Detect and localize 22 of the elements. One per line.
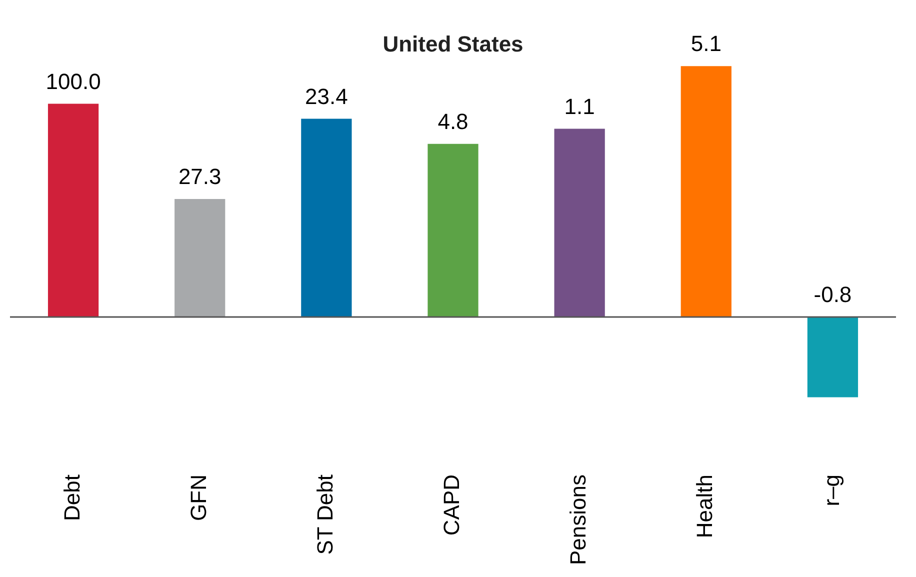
annotation: 1.1 [564, 94, 595, 119]
x-tick-label: GFN [186, 474, 211, 521]
annotation: 100.0 [46, 68, 101, 94]
annotation: 4.8 [438, 108, 468, 134]
bar [48, 104, 99, 317]
bar [554, 128, 605, 317]
x-tick-label: Debt [59, 474, 84, 521]
x-tick-label: ST Debt [312, 474, 338, 555]
annotation: -0.8 [814, 282, 852, 308]
annotation: 27.3 [178, 164, 222, 190]
x-tick-label: r–g [818, 474, 844, 506]
bar [301, 118, 352, 317]
bar [680, 66, 732, 317]
x-tick-label: Health [692, 474, 718, 538]
bar [807, 316, 858, 398]
x-tick-label: Pensions [566, 474, 591, 566]
chart-title: United States [382, 31, 524, 56]
bar [174, 199, 226, 317]
annotation: 23.4 [305, 84, 348, 109]
annotation: 5.1 [690, 31, 722, 56]
bar [428, 144, 478, 317]
x-tick-label: CAPD [439, 474, 464, 536]
